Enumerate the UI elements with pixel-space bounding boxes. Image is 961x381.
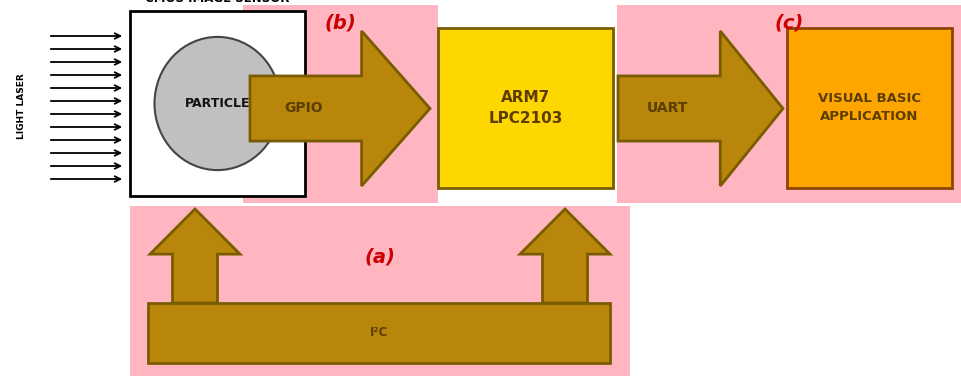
Text: (a): (a) (364, 248, 395, 266)
Text: GPIO: GPIO (284, 101, 323, 115)
Bar (617, 5, 961, 203)
Polygon shape (150, 209, 240, 303)
Text: (b): (b) (325, 13, 357, 32)
Text: VISUAL BASIC
APPLICATION: VISUAL BASIC APPLICATION (818, 93, 921, 123)
Text: UART: UART (647, 101, 688, 115)
Polygon shape (250, 31, 430, 186)
Bar (148, 303, 610, 363)
Text: (c): (c) (775, 13, 803, 32)
Text: PARTICLE: PARTICLE (185, 97, 250, 110)
Bar (787, 28, 952, 188)
Text: ARM7
LPC2103: ARM7 LPC2103 (488, 90, 563, 126)
Polygon shape (520, 209, 610, 303)
Ellipse shape (155, 37, 281, 170)
Text: I²C: I²C (370, 327, 388, 339)
Bar (438, 28, 613, 188)
Text: LIGHT LASER: LIGHT LASER (17, 73, 27, 139)
Bar (130, 206, 630, 376)
Polygon shape (618, 31, 783, 186)
Text: CMOS IMAGE SENSOR: CMOS IMAGE SENSOR (145, 0, 289, 5)
Bar (243, 5, 438, 203)
Bar (130, 11, 305, 196)
